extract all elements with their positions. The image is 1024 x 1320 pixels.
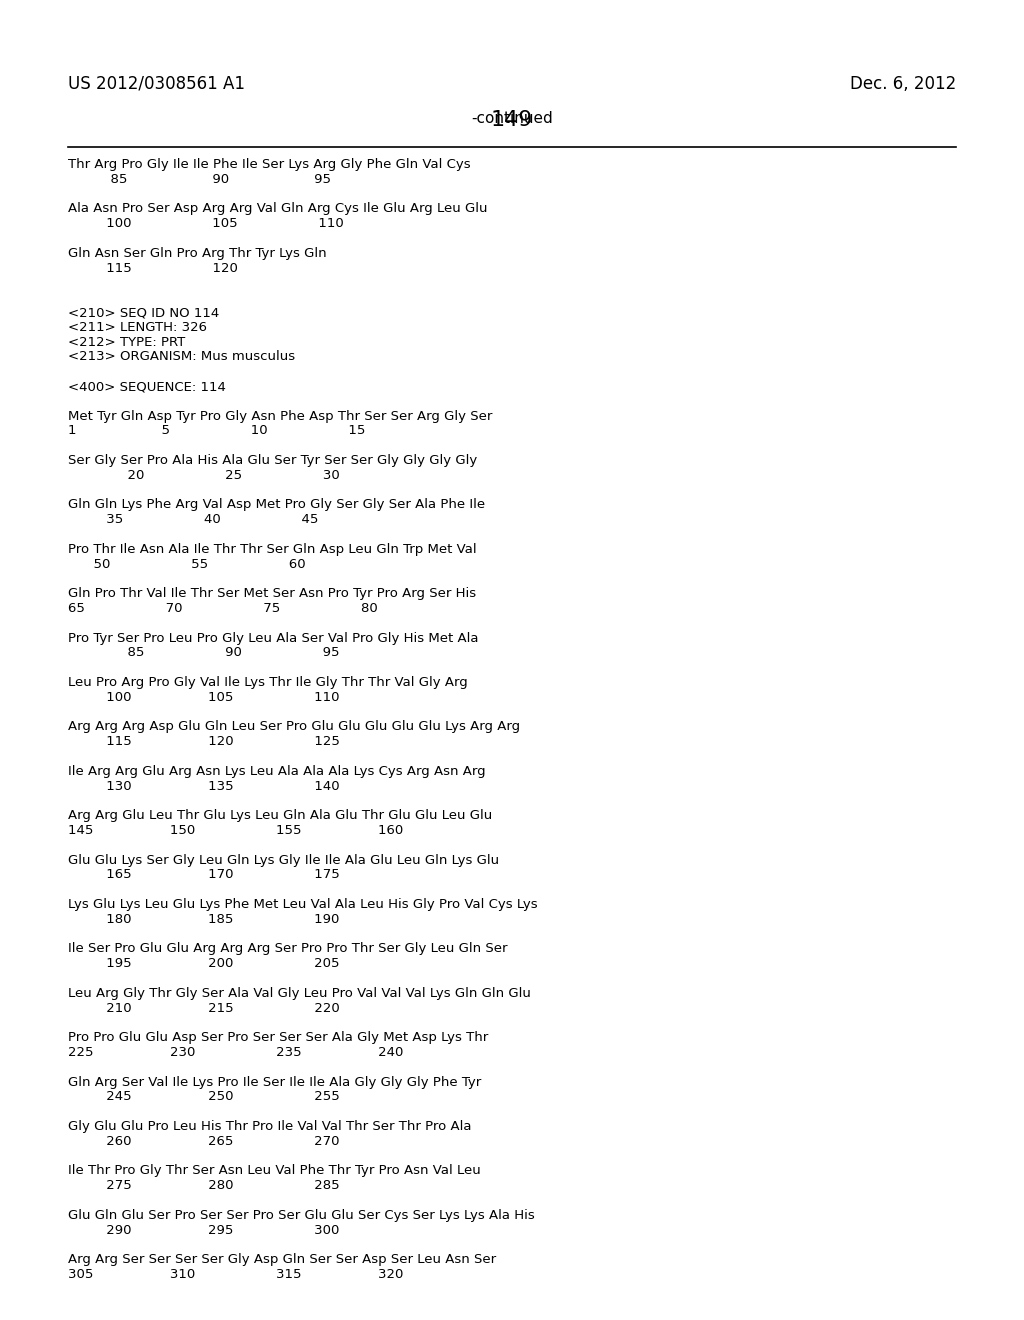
Text: Thr Arg Pro Gly Ile Ile Phe Ile Ser Lys Arg Gly Phe Gln Val Cys: Thr Arg Pro Gly Ile Ile Phe Ile Ser Lys …	[68, 158, 471, 172]
Text: 290                  295                   300: 290 295 300	[68, 1224, 339, 1237]
Text: <211> LENGTH: 326: <211> LENGTH: 326	[68, 321, 207, 334]
Text: 50                   55                   60: 50 55 60	[68, 557, 305, 570]
Text: <210> SEQ ID NO 114: <210> SEQ ID NO 114	[68, 306, 219, 319]
Text: Arg Arg Ser Ser Ser Ser Gly Asp Gln Ser Ser Asp Ser Leu Asn Ser: Arg Arg Ser Ser Ser Ser Gly Asp Gln Ser …	[68, 1253, 496, 1266]
Text: 260                  265                   270: 260 265 270	[68, 1135, 340, 1148]
Text: 115                   120: 115 120	[68, 261, 238, 275]
Text: Met Tyr Gln Asp Tyr Pro Gly Asn Phe Asp Thr Ser Ser Arg Gly Ser: Met Tyr Gln Asp Tyr Pro Gly Asn Phe Asp …	[68, 409, 493, 422]
Text: 100                   105                   110: 100 105 110	[68, 218, 344, 230]
Text: 65                   70                   75                   80: 65 70 75 80	[68, 602, 378, 615]
Text: 195                  200                   205: 195 200 205	[68, 957, 340, 970]
Text: <212> TYPE: PRT: <212> TYPE: PRT	[68, 335, 185, 348]
Text: 130                  135                   140: 130 135 140	[68, 780, 340, 792]
Text: 20                   25                   30: 20 25 30	[68, 469, 340, 482]
Text: Leu Arg Gly Thr Gly Ser Ala Val Gly Leu Pro Val Val Val Lys Gln Gln Glu: Leu Arg Gly Thr Gly Ser Ala Val Gly Leu …	[68, 987, 530, 999]
Text: Gln Arg Ser Val Ile Lys Pro Ile Ser Ile Ile Ala Gly Gly Gly Phe Tyr: Gln Arg Ser Val Ile Lys Pro Ile Ser Ile …	[68, 1076, 481, 1089]
Text: 165                  170                   175: 165 170 175	[68, 869, 340, 882]
Text: Lys Glu Lys Leu Glu Lys Phe Met Leu Val Ala Leu His Gly Pro Val Cys Lys: Lys Glu Lys Leu Glu Lys Phe Met Leu Val …	[68, 898, 538, 911]
Text: Gln Asn Ser Gln Pro Arg Thr Tyr Lys Gln: Gln Asn Ser Gln Pro Arg Thr Tyr Lys Gln	[68, 247, 327, 260]
Text: 115                  120                   125: 115 120 125	[68, 735, 340, 748]
Text: Gln Pro Thr Val Ile Thr Ser Met Ser Asn Pro Tyr Pro Arg Ser His: Gln Pro Thr Val Ile Thr Ser Met Ser Asn …	[68, 587, 476, 601]
Text: 210                  215                   220: 210 215 220	[68, 1002, 340, 1015]
Text: Gly Glu Glu Pro Leu His Thr Pro Ile Val Val Thr Ser Thr Pro Ala: Gly Glu Glu Pro Leu His Thr Pro Ile Val …	[68, 1119, 471, 1133]
Text: 85                    90                    95: 85 90 95	[68, 173, 331, 186]
Text: 85                   90                   95: 85 90 95	[68, 647, 340, 660]
Text: 305                  310                   315                  320: 305 310 315 320	[68, 1269, 403, 1280]
Text: Ile Thr Pro Gly Thr Ser Asn Leu Val Phe Thr Tyr Pro Asn Val Leu: Ile Thr Pro Gly Thr Ser Asn Leu Val Phe …	[68, 1164, 480, 1177]
Text: Arg Arg Arg Asp Glu Gln Leu Ser Pro Glu Glu Glu Glu Glu Lys Arg Arg: Arg Arg Arg Asp Glu Gln Leu Ser Pro Glu …	[68, 721, 520, 734]
Text: Arg Arg Glu Leu Thr Glu Lys Leu Gln Ala Glu Thr Glu Glu Leu Glu: Arg Arg Glu Leu Thr Glu Lys Leu Gln Ala …	[68, 809, 493, 822]
Text: Ile Arg Arg Glu Arg Asn Lys Leu Ala Ala Ala Lys Cys Arg Asn Arg: Ile Arg Arg Glu Arg Asn Lys Leu Ala Ala …	[68, 764, 485, 777]
Text: <400> SEQUENCE: 114: <400> SEQUENCE: 114	[68, 380, 226, 393]
Text: Pro Thr Ile Asn Ala Ile Thr Thr Ser Gln Asp Leu Gln Trp Met Val: Pro Thr Ile Asn Ala Ile Thr Thr Ser Gln …	[68, 543, 476, 556]
Text: 275                  280                   285: 275 280 285	[68, 1179, 340, 1192]
Text: 225                  230                   235                  240: 225 230 235 240	[68, 1045, 403, 1059]
Text: Glu Gln Glu Ser Pro Ser Ser Pro Ser Glu Glu Ser Cys Ser Lys Lys Ala His: Glu Gln Glu Ser Pro Ser Ser Pro Ser Glu …	[68, 1209, 535, 1222]
Text: 1                    5                   10                   15: 1 5 10 15	[68, 425, 366, 437]
Text: Gln Gln Lys Phe Arg Val Asp Met Pro Gly Ser Gly Ser Ala Phe Ile: Gln Gln Lys Phe Arg Val Asp Met Pro Gly …	[68, 499, 485, 511]
Text: Glu Glu Lys Ser Gly Leu Gln Lys Gly Ile Ile Ala Glu Leu Gln Lys Glu: Glu Glu Lys Ser Gly Leu Gln Lys Gly Ile …	[68, 854, 499, 867]
Text: 180                  185                   190: 180 185 190	[68, 913, 339, 925]
Text: 245                  250                   255: 245 250 255	[68, 1090, 340, 1104]
Text: 100                  105                   110: 100 105 110	[68, 690, 340, 704]
Text: Dec. 6, 2012: Dec. 6, 2012	[850, 75, 956, 92]
Text: Pro Pro Glu Glu Asp Ser Pro Ser Ser Ser Ala Gly Met Asp Lys Thr: Pro Pro Glu Glu Asp Ser Pro Ser Ser Ser …	[68, 1031, 488, 1044]
Text: Pro Tyr Ser Pro Leu Pro Gly Leu Ala Ser Val Pro Gly His Met Ala: Pro Tyr Ser Pro Leu Pro Gly Leu Ala Ser …	[68, 631, 478, 644]
Text: Ile Ser Pro Glu Glu Arg Arg Arg Ser Pro Pro Thr Ser Gly Leu Gln Ser: Ile Ser Pro Glu Glu Arg Arg Arg Ser Pro …	[68, 942, 508, 956]
Text: 145                  150                   155                  160: 145 150 155 160	[68, 824, 403, 837]
Text: Ala Asn Pro Ser Asp Arg Arg Val Gln Arg Cys Ile Glu Arg Leu Glu: Ala Asn Pro Ser Asp Arg Arg Val Gln Arg …	[68, 202, 487, 215]
Text: Leu Pro Arg Pro Gly Val Ile Lys Thr Ile Gly Thr Thr Val Gly Arg: Leu Pro Arg Pro Gly Val Ile Lys Thr Ile …	[68, 676, 468, 689]
Text: Ser Gly Ser Pro Ala His Ala Glu Ser Tyr Ser Ser Gly Gly Gly Gly: Ser Gly Ser Pro Ala His Ala Glu Ser Tyr …	[68, 454, 477, 467]
Text: <213> ORGANISM: Mus musculus: <213> ORGANISM: Mus musculus	[68, 350, 295, 363]
Text: -continued: -continued	[471, 111, 553, 125]
Text: 149: 149	[490, 110, 534, 129]
Text: US 2012/0308561 A1: US 2012/0308561 A1	[68, 75, 245, 92]
Text: 35                   40                   45: 35 40 45	[68, 513, 318, 527]
